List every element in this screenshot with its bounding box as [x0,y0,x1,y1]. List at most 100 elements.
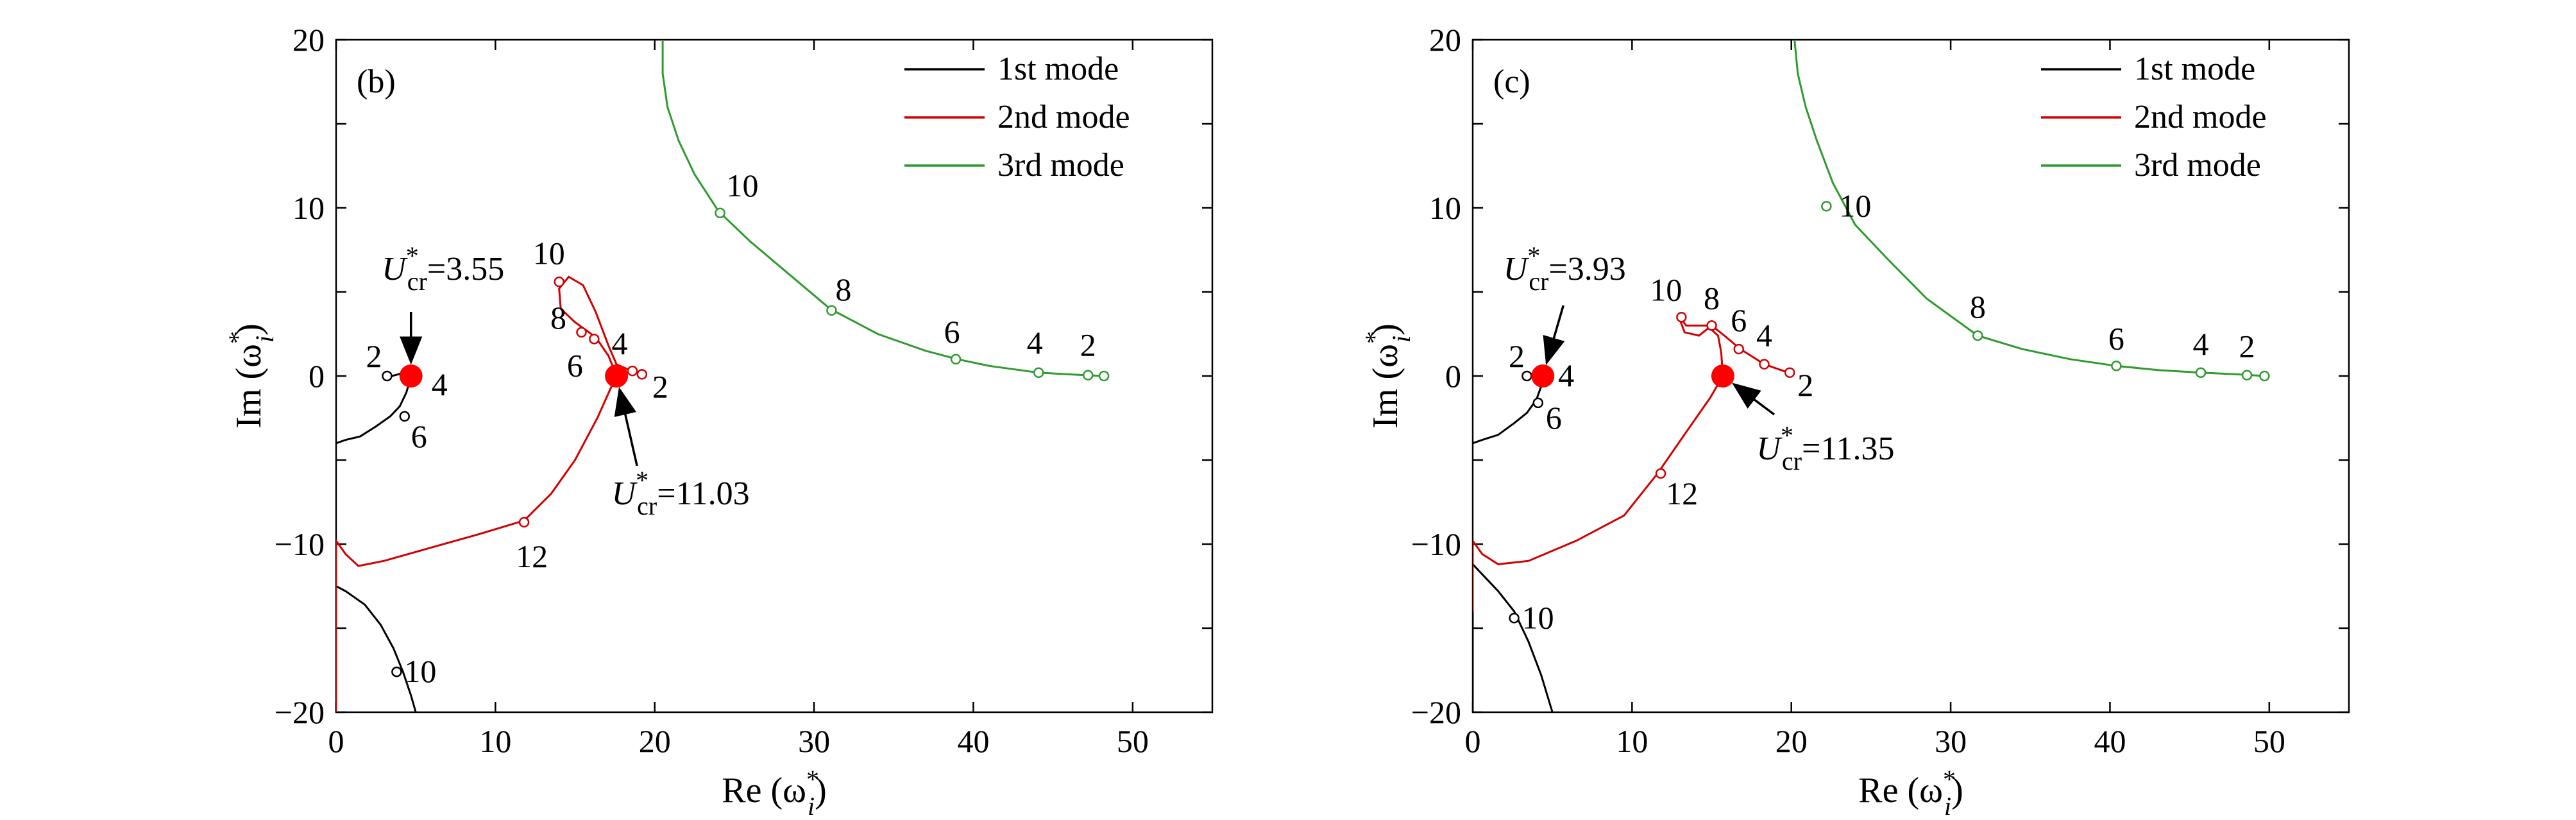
point-label: 4 [1756,318,1772,354]
point-label: 6 [2108,320,2124,356]
critical-label: U* cr=3.93 [1504,241,1626,296]
legend-label-1: 1st mode [997,51,1119,87]
series-2-point [576,327,587,338]
point-label: 12 [516,538,548,574]
critical-arrow [614,387,638,466]
point-label: 12 [1666,475,1698,511]
x-tick-label: 0 [1465,723,1481,759]
point-label: 8 [1704,280,1720,316]
point-label: 10 [404,653,436,689]
point-label: 6 [944,314,960,350]
x-tick-label: 10 [1616,723,1648,759]
point-label: 2 [1080,327,1096,363]
x-tick-label: 50 [2253,723,2285,759]
point-label: 4 [2193,326,2209,362]
series-line-1 [1473,563,1554,712]
series-2-point [636,369,648,380]
legend: 1st mode 2nd mode 3rd mode [2041,51,2267,184]
legend-label-2: 2nd mode [997,99,1130,135]
series-1-point [1532,397,1544,409]
critical-label: U* cr=11.03 [612,466,750,520]
series-line-1 [1473,372,1544,445]
x-tick-label: 40 [957,723,989,759]
series-3-point [2241,370,2253,380]
legend-label-3: 3rd mode [997,147,1124,184]
series-line-1 [336,372,412,445]
series-line-2 [336,275,646,712]
y-tick-label: 0 [1445,358,1461,394]
point-label: 4 [1027,325,1043,361]
panel-label: (c) [1493,64,1530,100]
y-axis-label: Im (ω*i) [223,323,279,429]
legend-label-3: 3rd mode [2134,147,2261,184]
series-2-point [627,365,638,377]
series-3-point [2259,370,2270,382]
point-label: 8 [550,300,566,336]
y-tick-label: −10 [1411,526,1461,562]
point-label: 2 [1509,338,1525,374]
plot-area [336,40,1105,712]
series-3-point [1098,370,1110,382]
point-label: 8 [1970,289,1986,325]
point-label: 10 [533,235,565,271]
series-3-point [1033,367,1044,379]
critical-point [605,364,629,388]
series-2-point [1706,320,1717,331]
y-axis-label: Im (ω*i) [1360,323,1416,429]
legend: 1st mode 2nd mode 3rd mode [904,51,1130,184]
series-2-point [518,517,530,528]
series-3-point [2195,367,2207,379]
point-label: 10 [1839,187,1871,223]
series-line-3 [1793,40,2265,377]
y-tick-label: 10 [1429,190,1461,226]
x-tick-label: 50 [1117,723,1149,759]
series-3-point [1972,330,1983,341]
y-tick-label: 10 [292,190,325,226]
series-line-2 [1473,314,1795,611]
chart-panel-c: 0 10 20 30 40 50 −20 −10 0 10 20 Re (ω* i) Im (ω*i) (c… [1360,22,2350,820]
series-3-point [950,354,962,365]
plot-area [1473,40,2265,712]
series-2-point [1655,468,1666,479]
series-2-point [589,334,600,345]
critical-arrow [1732,382,1775,416]
series-1-point [382,370,393,382]
critical-arrow [1543,305,1565,366]
x-tick-label: 0 [328,723,344,759]
plot-frame [1471,38,2350,713]
series-1-point [1509,613,1520,624]
point-label: 10 [1522,599,1554,635]
point-label: 8 [835,271,851,307]
plot-frame [335,38,1214,713]
series-1-point [399,411,411,422]
series-2-point [1784,367,1795,379]
series-line-1 [336,585,417,712]
point-label: 10 [1650,271,1682,307]
y-tick-label: −20 [1411,694,1461,730]
point-label: 4 [432,366,448,402]
series-2-point [1676,312,1687,323]
panel-label: (b) [357,64,396,100]
critical-point [1531,364,1555,388]
series-2-point [1759,359,1770,370]
x-axis-label: Re (ω* i) [1858,765,1963,820]
series-3-point [826,305,837,316]
critical-label: U* cr=11.35 [1756,421,1894,475]
series-3-point [1083,370,1094,380]
point-label: 6 [1731,302,1747,338]
legend-label-1: 1st mode [2134,51,2255,87]
point-label: 2 [1797,367,1813,403]
x-tick-label: 30 [798,723,830,759]
critical-point [1711,364,1734,388]
y-tick-label: −10 [275,526,325,562]
y-tick-label: 20 [292,22,325,58]
x-tick-label: 40 [2094,723,2126,759]
point-label: 6 [1546,400,1562,436]
x-tick-label: 20 [1775,723,1808,759]
critical-point [399,364,423,388]
point-label: 2 [366,338,382,374]
y-tick-label: 0 [309,358,325,394]
series-2-point [1733,343,1745,355]
series-3-point [2111,361,2122,372]
